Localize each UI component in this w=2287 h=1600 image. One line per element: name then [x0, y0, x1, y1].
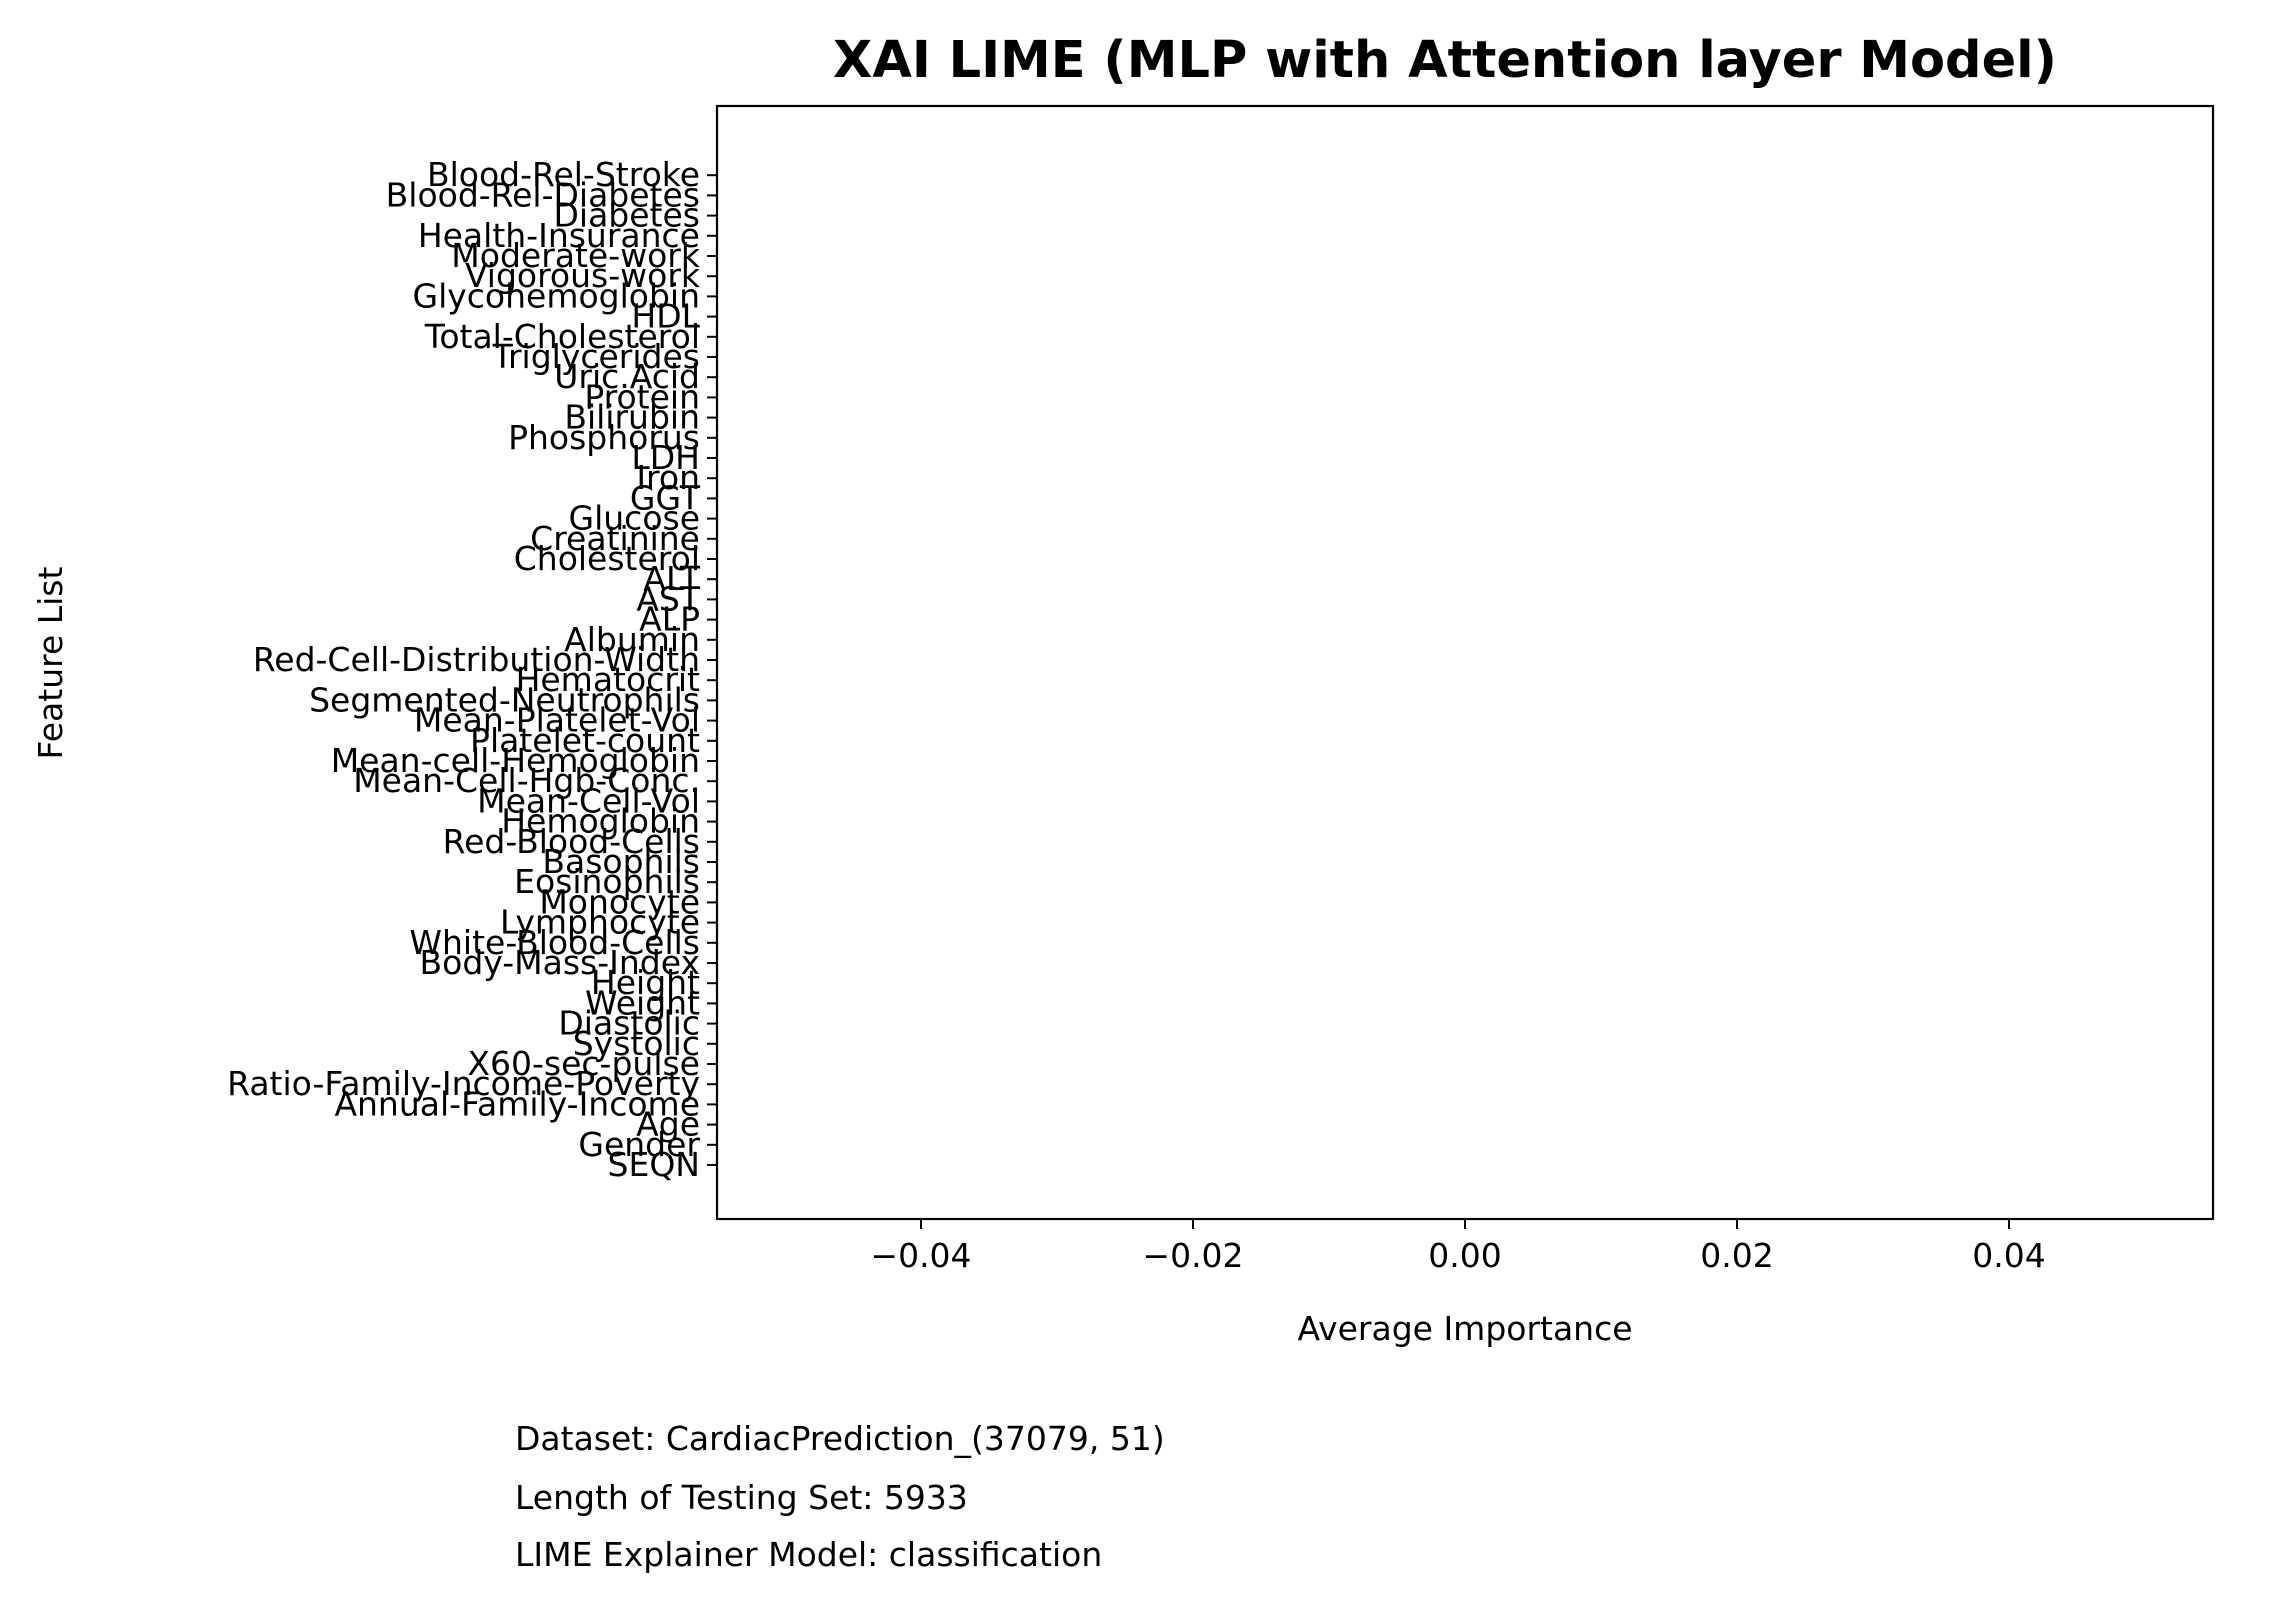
y-tick-label: Triglycerides	[492, 337, 700, 376]
y-tick-label: Hemoglobin	[501, 802, 700, 841]
y-tick-label: HDL	[631, 297, 700, 336]
y-tick-label: Basophils	[542, 842, 700, 881]
x-tick-label: 0.04	[1972, 1236, 2045, 1275]
y-axis: SEQNGenderAgeAnnual-Family-IncomeRatio-F…	[227, 155, 717, 1184]
x-axis: −0.04 −0.02 0.00 0.02 0.04	[870, 1219, 2046, 1275]
x-axis-label: Average Importance	[1297, 1309, 1632, 1348]
y-tick-label: Ratio-Family-Income-Poverty	[227, 1064, 700, 1103]
y-tick-label: Glycohemoglobin	[413, 276, 701, 315]
x-tick-label: 0.00	[1428, 1236, 1501, 1275]
y-tick-label: Monocyte	[539, 882, 700, 921]
y-tick-label: Segmented-Neutrophils	[309, 680, 700, 719]
y-tick-label: Protein	[584, 377, 700, 416]
y-tick-label: LDH	[631, 438, 700, 477]
y-tick-label: Weight	[585, 983, 700, 1022]
y-tick-label: Age	[636, 1105, 700, 1144]
y-tick-label: Total-Cholesterol	[424, 317, 700, 356]
y-tick-label: Hematocrit	[516, 660, 700, 699]
y-tick-label: Diastolic	[558, 1004, 700, 1043]
y-tick-label: Diabetes	[554, 196, 701, 235]
y-tick-label: Phosphorus	[508, 418, 700, 457]
y-axis-label: Feature List	[31, 567, 70, 760]
y-tick-label: AST	[636, 579, 701, 618]
y-tick-label: Iron	[636, 458, 700, 497]
y-tick-label: Height	[591, 963, 700, 1002]
y-tick-label: Red-Blood-Cells	[443, 822, 700, 861]
y-tick-label: ALP	[639, 600, 700, 639]
y-tick-label: Platelet-count	[470, 721, 700, 760]
y-tick-label: Glucose	[569, 499, 700, 538]
y-tick-label: Eosinophils	[514, 862, 700, 901]
y-tick-label: Annual-Family-Income	[334, 1084, 700, 1123]
y-tick-label: Red-Cell-Distribution-Width	[253, 640, 700, 679]
x-tick-label: 0.02	[1700, 1236, 1773, 1275]
plot-frame	[715, 104, 2215, 1221]
y-tick-label: Blood-Rel-Diabetes	[386, 175, 700, 214]
y-tick-label: Vigorous-work	[465, 256, 701, 295]
x-tick-label: −0.02	[1142, 1236, 1243, 1275]
y-tick-label: White-Blood-Cells	[409, 923, 700, 962]
chart-title: XAI LIME (MLP with Attention layer Model…	[833, 31, 2057, 90]
y-tick-label: Health-Insurance	[418, 216, 700, 255]
footer-dataset: Dataset: CardiacPrediction_(37079, 51)	[515, 1419, 1165, 1458]
footer-testing-set: Length of Testing Set: 5933	[515, 1478, 968, 1517]
y-tick-label: Cholesterol	[514, 539, 700, 578]
y-tick-label: X60-sec-pulse	[467, 1044, 700, 1083]
y-tick-label: Body-Mass-Index	[420, 943, 700, 982]
y-tick-label: Uric.Acid	[554, 357, 700, 396]
y-tick-label: Mean-Cell-Hgb-Conc.	[353, 761, 700, 800]
y-tick-label: Lymphocyte	[500, 903, 700, 942]
y-tick-label: Mean-cell-Hemoglobin	[331, 741, 700, 780]
y-tick-label: ALT	[643, 559, 700, 598]
y-tick-label: Mean-Cell-Vol	[477, 781, 700, 820]
y-tick-label: Mean-Platelet-Vol	[414, 701, 700, 740]
y-tick-label: SEQN	[608, 1145, 700, 1184]
y-tick-label: Albumin	[564, 620, 700, 659]
y-tick-label: Bilirubin	[564, 398, 700, 437]
y-tick-label: Moderate-work	[451, 236, 701, 275]
y-tick-label: Gender	[578, 1125, 700, 1164]
y-tick-label: Creatinine	[530, 519, 700, 558]
y-tick-label: GGT	[630, 478, 701, 517]
x-tick-label: −0.04	[870, 1236, 971, 1275]
y-tick-label: Blood-Rel-Stroke	[427, 155, 700, 194]
y-tick-label: Systolic	[573, 1024, 700, 1063]
chart-footer: Dataset: CardiacPrediction_(37079, 51) L…	[515, 1419, 1165, 1574]
footer-explainer-model: LIME Explainer Model: classification	[515, 1535, 1102, 1574]
